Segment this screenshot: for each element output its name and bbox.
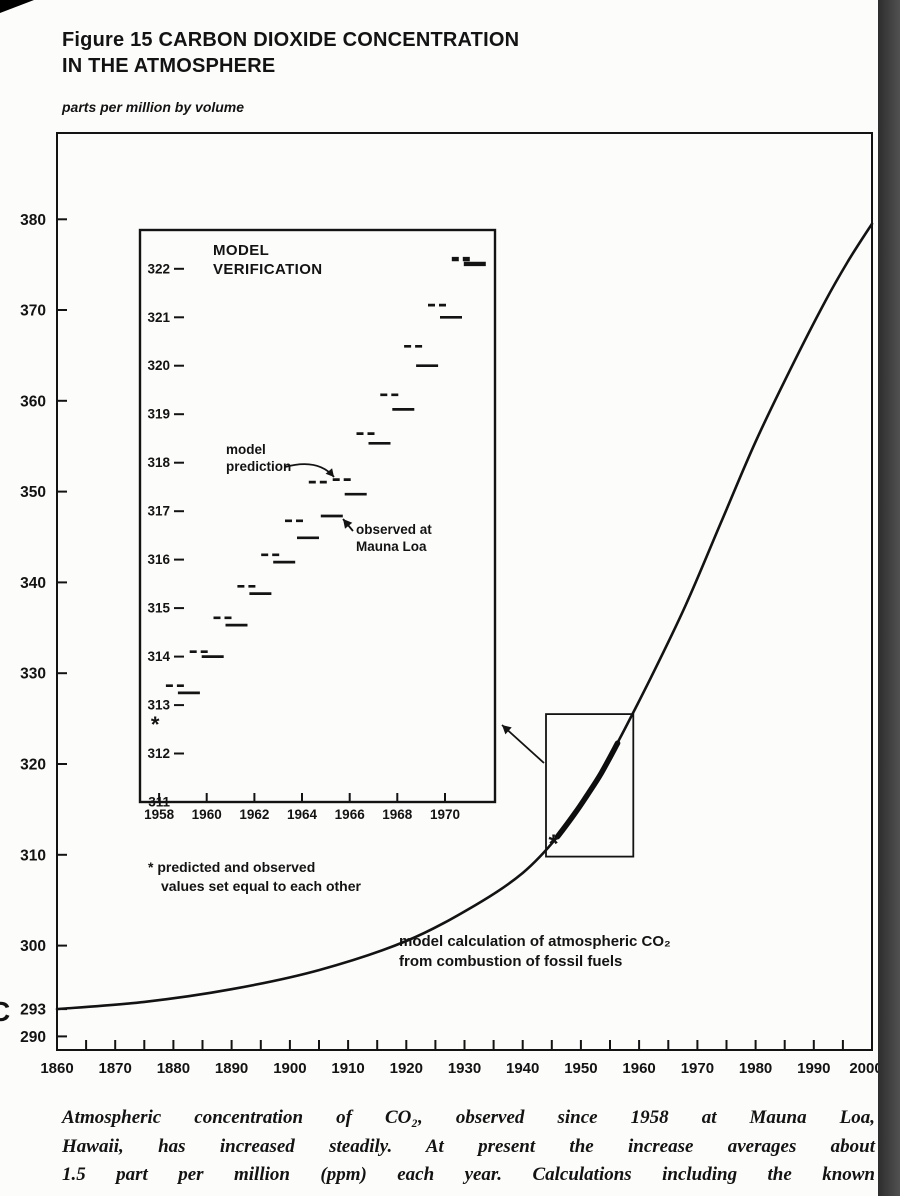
observed-annotation-line1: observed at <box>356 522 432 537</box>
main-y-tick-label: 293 <box>20 1002 46 1019</box>
main-x-tick-label: 1880 <box>157 1060 190 1077</box>
main-y-tick-label: 340 <box>20 575 46 592</box>
inset-y-tick-label: 316 <box>147 552 170 567</box>
main-x-tick-label: 1950 <box>564 1060 597 1077</box>
figure-title-line2: IN THE ATMOSPHERE <box>62 55 276 77</box>
main-x-tick-label: 1970 <box>681 1060 714 1077</box>
inset-chart-title: MODEL VERIFICATION <box>213 241 323 279</box>
observed-segment <box>554 740 621 840</box>
main-y-tick-label: 310 <box>20 847 46 864</box>
main-y-tick-label: 290 <box>20 1029 46 1046</box>
scan-gutter-strip <box>878 0 900 1196</box>
zoom-arrow <box>501 724 545 764</box>
model-prediction-annotation-line1: model <box>226 442 266 457</box>
inset-y-tick-label: 320 <box>147 358 170 373</box>
model-prediction-annotation: model prediction <box>226 441 291 475</box>
inset-asterisk-marker: * <box>151 712 160 737</box>
main-x-tick-label: 1910 <box>331 1060 364 1077</box>
inset-y-tick-label: 311 <box>148 795 170 810</box>
inset-x-tick-label: 1970 <box>430 807 460 822</box>
main-y-tick-label: 350 <box>20 484 46 501</box>
model-curve-annotation-line1: model calculation of atmospheric CO₂ <box>399 933 671 950</box>
inset-y-tick-label: 312 <box>147 746 170 761</box>
inset-footnote-line2: values set equal to each other <box>161 878 361 894</box>
main-y-tick-label: 300 <box>20 938 46 955</box>
inset-title-line2: VERIFICATION <box>213 261 323 278</box>
main-x-tick-label: 1860 <box>40 1060 73 1077</box>
main-y-tick-label: 320 <box>20 757 46 774</box>
inset-y-tick-label: 322 <box>147 261 170 276</box>
inset-y-tick-label: 314 <box>147 649 170 664</box>
observed-mauna-loa-annotation: observed at Mauna Loa <box>356 521 432 555</box>
inset-y-tick-label: 317 <box>147 504 170 519</box>
main-x-tick-label: 1960 <box>622 1060 655 1077</box>
main-y-tick-label: 370 <box>20 303 46 320</box>
main-x-tick-label: 1940 <box>506 1060 539 1077</box>
main-y-tick-label: 360 <box>20 393 46 410</box>
inset-x-tick-label: 1964 <box>287 807 318 822</box>
inset-footnote: * predicted and observed values set equa… <box>148 858 361 896</box>
arrowhead-icon <box>325 468 334 477</box>
main-y-tick-label: 380 <box>20 212 46 229</box>
main-x-tick-label: 1980 <box>739 1060 772 1077</box>
main-x-tick-label: 2000 <box>849 1060 882 1077</box>
arrowhead-icon <box>502 725 512 735</box>
inset-x-tick-label: 1958 <box>144 807 175 822</box>
caption-line-3: 1.5 part per million (ppm) each year. Ca… <box>62 1164 875 1185</box>
arrowhead-icon <box>343 519 353 529</box>
main-x-tick-label: 1990 <box>797 1060 830 1077</box>
caption-line-2: Hawaii, has increased steadily. At prese… <box>62 1135 875 1157</box>
y-axis-unit-label: parts per million by volume <box>62 99 245 115</box>
main-x-tick-label: 1890 <box>215 1060 248 1077</box>
zoom-region-box <box>545 713 635 858</box>
inset-footnote-line1: * predicted and observed <box>148 859 316 875</box>
figure-caption: Atmospheric concentration of CO₂, observ… <box>62 1104 875 1190</box>
main-asterisk-marker: * <box>549 828 560 858</box>
observed-annotation-line2: Mauna Loa <box>356 539 427 554</box>
inset-x-tick-label: 1968 <box>382 807 413 822</box>
inset-x-tick-label: 1966 <box>335 807 366 822</box>
figure-title: Figure 15 CARBON DIOXIDE CONCENTRATION I… <box>62 27 519 79</box>
inset-y-tick-label: 313 <box>147 698 170 713</box>
inset-title-line1: MODEL <box>213 242 270 259</box>
inset-y-tick-label: 318 <box>147 455 170 470</box>
caption-line-1: Atmospheric concentration of CO₂, observ… <box>62 1107 875 1128</box>
scan-margin-mark: C <box>0 996 11 1027</box>
main-x-tick-label: 1870 <box>99 1060 132 1077</box>
main-y-tick-label: 330 <box>20 666 46 683</box>
figure-title-line1: Figure 15 CARBON DIOXIDE CONCENTRATION <box>62 29 520 51</box>
main-x-tick-label: 1920 <box>390 1060 423 1077</box>
main-x-tick-label: 1900 <box>273 1060 306 1077</box>
inset-y-tick-label: 319 <box>147 407 170 422</box>
inset-y-tick-label: 321 <box>147 310 170 325</box>
model-curve-annotation: model calculation of atmospheric CO₂ fro… <box>399 932 671 972</box>
main-x-tick-label: 1930 <box>448 1060 481 1077</box>
main-chart-frame <box>56 132 873 1051</box>
inset-x-tick-label: 1962 <box>239 807 269 822</box>
inset-chart-frame <box>138 228 497 804</box>
inset-y-tick-label: 315 <box>147 601 170 616</box>
inset-x-tick-label: 1960 <box>192 807 222 822</box>
model-prediction-annotation-line2: prediction <box>226 459 292 474</box>
model-curve-annotation-line2: from combustion of fossil fuels <box>399 953 623 970</box>
